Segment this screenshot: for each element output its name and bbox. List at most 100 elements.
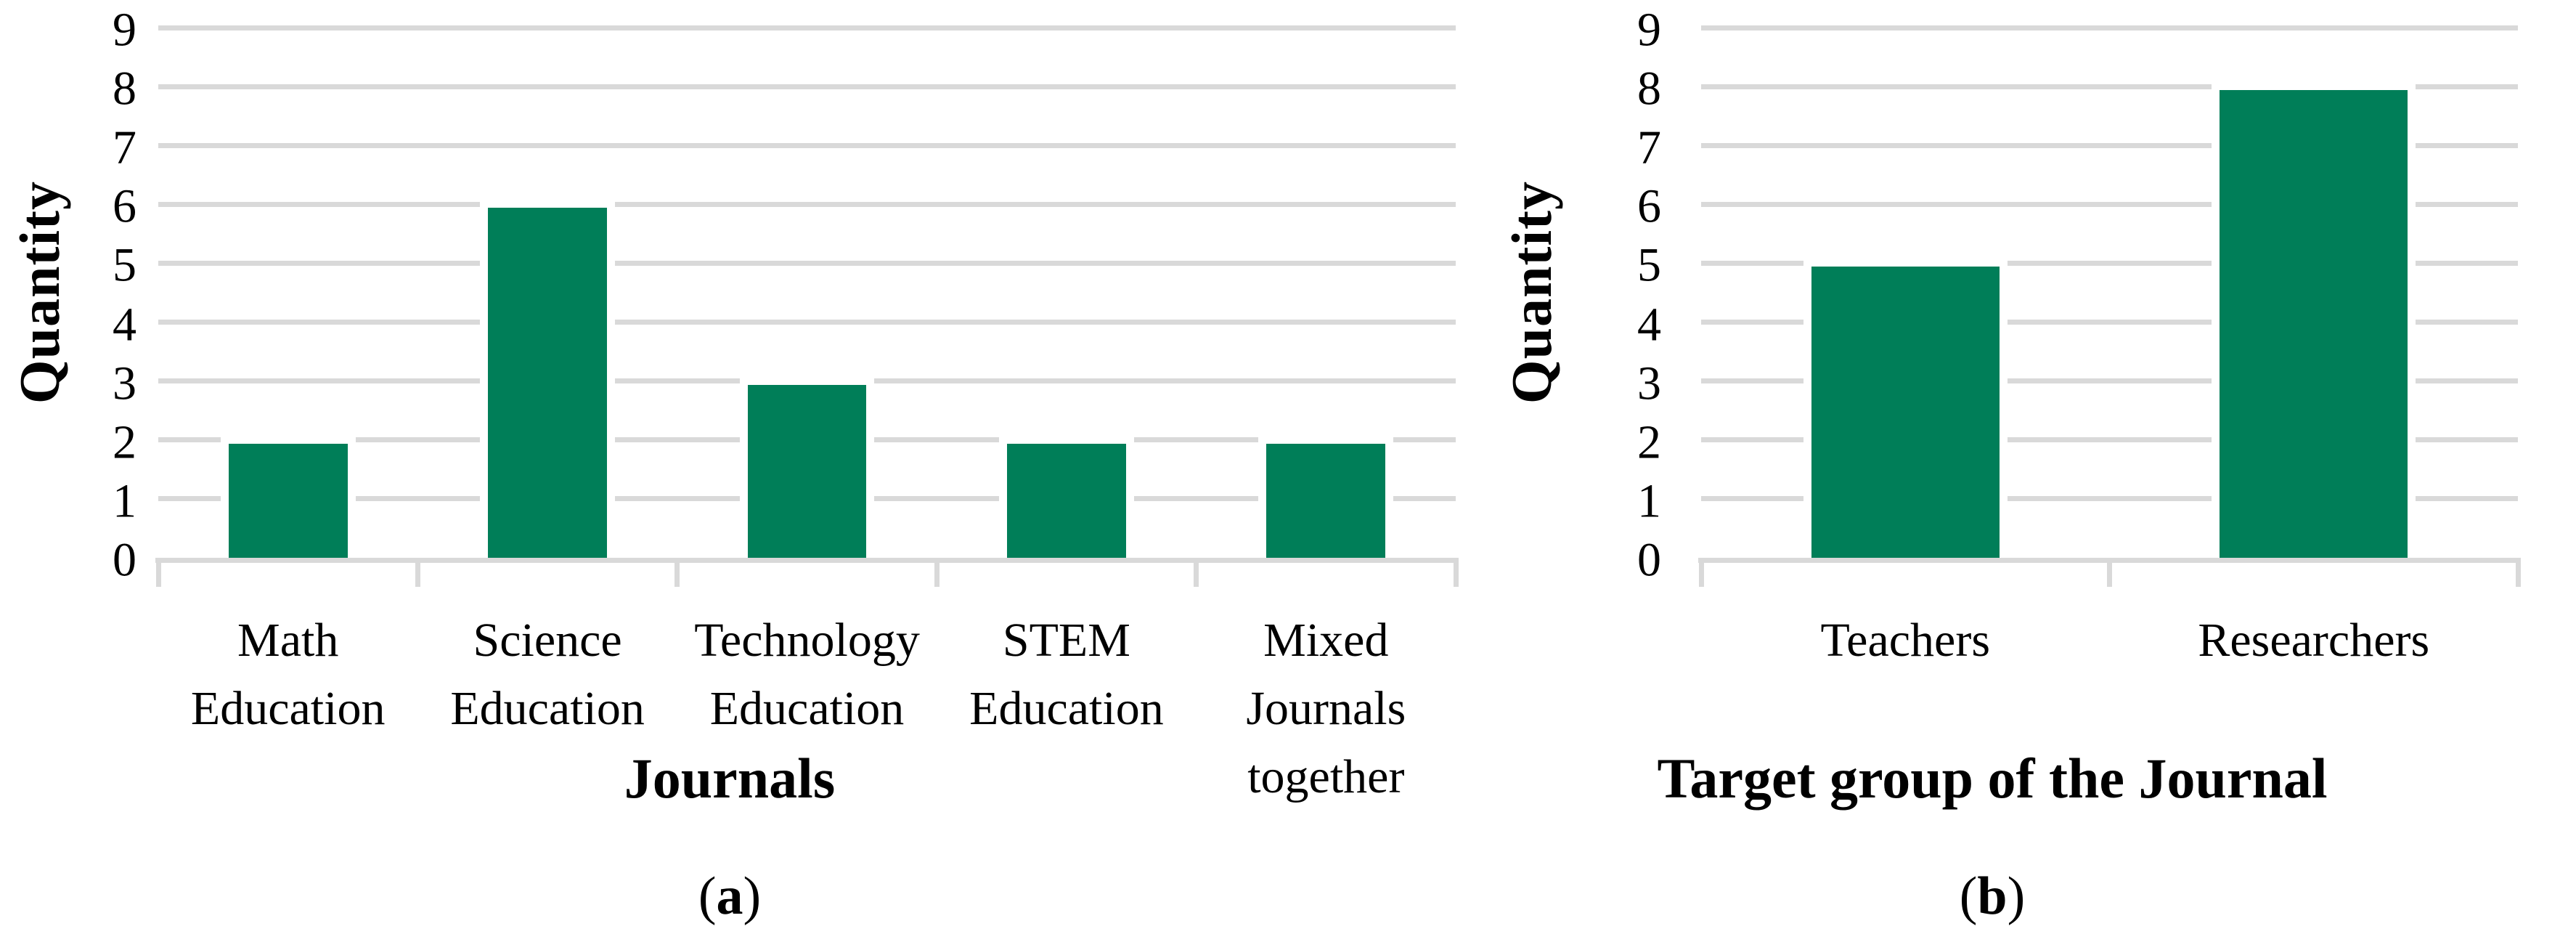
bar-slot: [1701, 28, 2110, 558]
x-category-label-line: Education: [969, 682, 1164, 735]
gridline: [1701, 25, 2518, 31]
x-axis-tick: [155, 558, 161, 587]
x-category-label: Technology Education: [677, 606, 937, 743]
y-tick-label: 2: [113, 415, 136, 469]
bar-fill: [747, 384, 867, 558]
y-tick-label: 9: [113, 3, 136, 57]
y-tick-label: 4: [113, 297, 136, 351]
x-axis-tick: [1194, 558, 1199, 587]
y-tick-label: 8: [113, 62, 136, 115]
caption-paren-close: ): [2007, 866, 2026, 926]
gridline: [1701, 201, 2518, 207]
bar: [999, 435, 1134, 558]
caption-letter: b: [1977, 866, 2008, 926]
y-tick-label: 5: [1637, 238, 1661, 292]
plot-area: [1698, 25, 2521, 587]
x-category-label-line: Education: [190, 682, 386, 735]
y-tick-label: 8: [1637, 62, 1661, 115]
x-category-label-line: Education: [709, 682, 905, 735]
x-axis-tick: [1698, 558, 1704, 587]
y-tick-label: 0: [113, 533, 136, 587]
x-category-label: Teachers: [1701, 606, 2110, 675]
x-category-label-line: Researchers: [2198, 614, 2430, 667]
gridline: [1701, 260, 2518, 266]
y-axis-title: Quantity: [8, 181, 71, 405]
x-category-label-line: Science: [473, 614, 622, 667]
chart-b-category-labels: Teachers Researchers: [1701, 606, 2518, 744]
x-axis-line: [155, 558, 1456, 563]
x-category-label: STEM Education: [937, 606, 1196, 743]
chart-a-plot-column: [155, 25, 1459, 587]
chart-b-y-axis-title-column: Quantity: [1459, 28, 1605, 558]
x-category-label-line: Technology: [694, 614, 920, 667]
bar-fill: [2220, 90, 2408, 558]
bar-slot: [2110, 28, 2519, 558]
y-tick-label: 5: [113, 238, 136, 292]
bar-slot: [1197, 28, 1456, 558]
caption-paren-open: (: [1959, 866, 1978, 926]
bar-fill: [488, 208, 608, 558]
x-category-label-line: Mixed: [1263, 614, 1389, 667]
caption-letter: a: [716, 866, 743, 926]
x-category-label-line: Teachers: [1820, 614, 1991, 667]
y-tick-label: 3: [113, 356, 136, 410]
bar-slot: [158, 28, 417, 558]
bar: [1258, 435, 1394, 558]
gridline: [1701, 496, 2518, 502]
y-tick-label: 1: [113, 474, 136, 528]
subfigure-caption-a: (a): [0, 864, 1459, 929]
caption-paren-close: ): [743, 866, 762, 926]
x-axis-tick: [415, 558, 420, 587]
bar: [739, 376, 875, 558]
bar-fill: [1811, 267, 2000, 558]
x-axis-title: Journals: [624, 747, 836, 810]
bar: [2212, 82, 2416, 558]
gridline: [158, 84, 1456, 89]
y-tick-label: 2: [1637, 415, 1661, 469]
x-axis-tick: [674, 558, 680, 587]
caption-paren-open: (: [698, 866, 717, 926]
y-tick-label: 9: [1637, 3, 1661, 57]
x-category-label: Mixed Journals together: [1197, 606, 1456, 811]
y-tick-label: 0: [1637, 533, 1661, 587]
subfigure-caption-b: (b): [1459, 864, 2525, 929]
x-axis-tick: [2515, 558, 2521, 587]
x-category-label-line: Education: [450, 682, 645, 735]
chart-a-category-labels: Math Education Science Education Technology E…: [158, 606, 1456, 803]
bar-slot: [937, 28, 1196, 558]
gridline: [1701, 142, 2518, 148]
gridline: [1701, 378, 2518, 384]
gridline: [158, 260, 1456, 266]
bar-slot: [417, 28, 677, 558]
x-category-label: Science Education: [417, 606, 677, 743]
chart-a-y-axis-title-column: Quantity: [0, 28, 80, 558]
y-tick-label: 3: [1637, 356, 1661, 410]
bar-fill: [1266, 443, 1386, 558]
x-category-label: Researchers: [2110, 606, 2519, 675]
x-category-label: Math Education: [158, 606, 417, 743]
y-tick-label: 4: [1637, 297, 1661, 351]
y-tick-label: 6: [1637, 179, 1661, 233]
y-tick-label: 6: [113, 179, 136, 233]
y-tick-label: 7: [113, 121, 136, 174]
x-category-label-line: together: [1247, 750, 1405, 803]
bar: [220, 435, 356, 558]
bar-fill: [1007, 443, 1126, 558]
x-category-label-line: STEM: [1002, 614, 1130, 667]
chart-b-plot-column: [1698, 25, 2525, 587]
gridline: [1701, 320, 2518, 325]
plot-area: [155, 25, 1459, 587]
gridline: [158, 320, 1456, 325]
gridline: [1701, 84, 2518, 89]
bar: [1803, 259, 2008, 558]
gridline: [158, 201, 1456, 207]
gridline: [158, 25, 1456, 31]
y-tick-label: 1: [1637, 474, 1661, 528]
x-axis-tick: [2107, 558, 2112, 587]
